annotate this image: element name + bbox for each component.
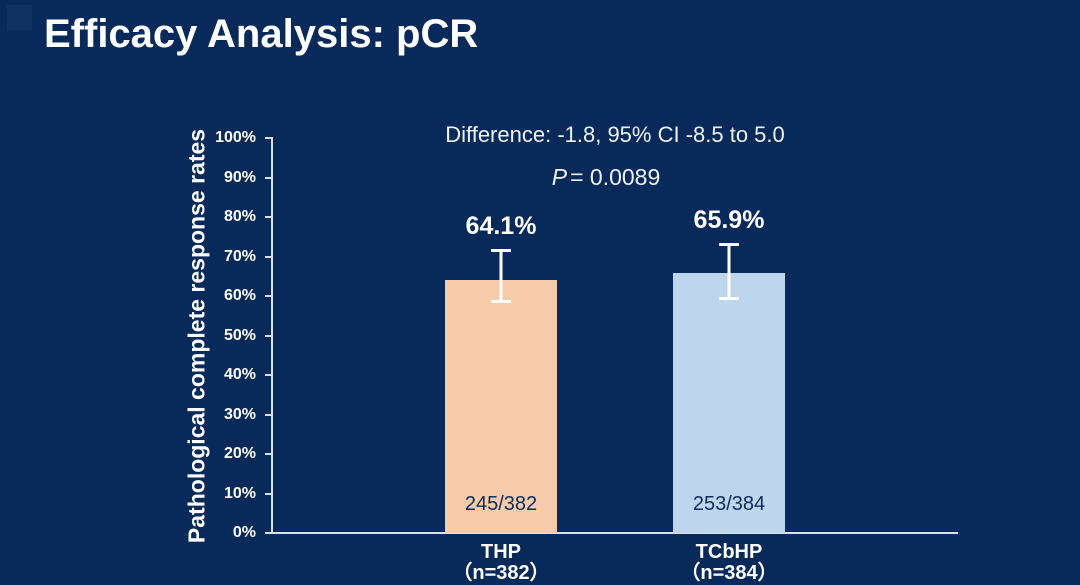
p-symbol: P	[551, 164, 568, 190]
x-axis-label-thp: THP （n=382）	[391, 542, 611, 584]
error-bar-tcbhp	[719, 243, 739, 300]
difference-annotation: Difference: -1.8, 95% CI -8.5 to 5.0	[445, 122, 785, 147]
category-name-tcbhp: TCbHP	[695, 541, 763, 563]
y-tick-mark	[265, 176, 271, 179]
bar-count-label-tcbhp: 253/384	[692, 493, 766, 515]
slide-title: Efficacy Analysis: pCR	[44, 12, 479, 56]
p-value-text: = 0.0089	[570, 164, 661, 190]
y-tick-label: 70%	[223, 247, 256, 265]
error-bar-bottom-cap	[491, 300, 511, 304]
error-bar-line	[727, 243, 731, 300]
y-tick-label: 0%	[232, 524, 256, 541]
x-axis-label-tcbhp: TCbHP （n=384）	[619, 542, 839, 584]
y-tick-label: 100%	[215, 129, 256, 146]
error-bar-thp	[491, 248, 511, 304]
corner-accent-decoration	[7, 5, 32, 30]
y-tick-label: 20%	[223, 445, 256, 462]
y-tick-label: 90%	[223, 168, 256, 186]
bar-count-label-thp: 245/382	[464, 493, 538, 515]
y-tick-mark	[265, 492, 271, 495]
y-tick-mark	[265, 255, 271, 258]
category-n-tcbhp: （n=384）	[680, 562, 778, 584]
y-tick-label: 60%	[223, 287, 256, 304]
y-axis-line	[271, 137, 273, 534]
error-bar-bottom-cap	[719, 296, 739, 300]
y-tick-label: 80%	[223, 208, 256, 225]
y-tick-label: 40%	[223, 366, 256, 383]
y-tick-mark	[265, 334, 271, 337]
y-tick-mark	[265, 137, 271, 139]
y-tick-label: 10%	[223, 484, 256, 502]
bar-tcbhp	[673, 272, 785, 533]
bar-thp	[445, 279, 557, 533]
category-name-thp: THP	[481, 541, 521, 563]
y-tick-mark	[265, 374, 271, 376]
bar-value-label-thp: 64.1%	[465, 211, 537, 240]
y-tick-mark	[265, 295, 271, 297]
bar-value-label-tcbhp: 65.9%	[693, 206, 765, 235]
error-bar-line	[499, 248, 503, 304]
category-n-thp: （n=382）	[452, 562, 550, 584]
p-value-annotation: P = 0.0089	[552, 164, 661, 191]
y-tick-mark	[265, 453, 271, 455]
y-tick-mark	[265, 532, 271, 534]
y-tick-label: 30%	[223, 405, 256, 423]
y-tick-label: 50%	[223, 326, 256, 344]
y-tick-mark	[265, 216, 271, 218]
y-tick-mark	[265, 413, 271, 416]
x-axis-line	[271, 532, 958, 534]
